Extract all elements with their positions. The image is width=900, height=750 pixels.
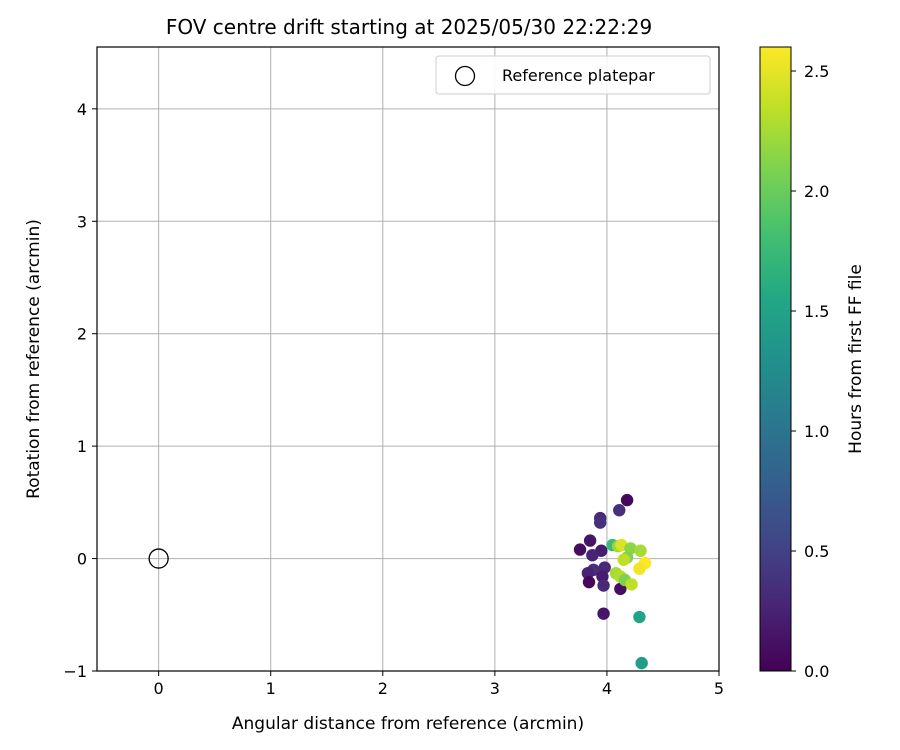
plot-frame [96,46,720,672]
y-tick-label-0: −1 [63,662,87,681]
x-tick-label-1: 1 [266,679,276,698]
data-point-30 [635,656,648,670]
legend-box [435,55,711,95]
data-point-10 [581,566,595,580]
data-point-22 [617,553,630,566]
y-axis-ticks: −1 0 1 2 3 4 [63,100,97,681]
y-tick-label-4: 3 [77,212,87,231]
data-point-12 [582,575,596,589]
colorbar-ticks: 0.0 0.5 1.0 1.5 2.0 2.5 [791,62,829,681]
x-axis-ticks: 0 1 2 3 4 5 [154,671,724,698]
y-tick-label-2: 1 [77,437,87,456]
legend: Reference platepar [435,55,711,95]
colorbar-tick-label-1: 0.5 [804,542,829,561]
colorbar-tick-label-0: 0.0 [804,662,829,681]
data-point-0 [620,493,634,507]
data-point-29 [633,610,646,624]
reference-platepar-marker [148,548,169,569]
data-points [573,493,652,670]
colorbar-tick-label-4: 2.0 [804,182,829,201]
data-point-24 [633,562,646,575]
colorbar-gradient [759,46,792,672]
colorbar-label: Hours from first FF file [846,264,866,454]
legend-marker-icon [454,65,476,87]
chart-title: FOV centre drift starting at 2025/05/30 … [166,15,652,39]
data-point-4 [583,534,597,547]
colorbar-tick-label-2: 1.0 [804,422,829,441]
x-axis-label: Angular distance from reference (arcmin) [232,714,584,734]
colorbar-tick-label-5: 2.5 [804,62,829,81]
data-point-11 [596,570,609,583]
data-point-6 [573,543,587,556]
reference-marker-group [148,548,169,569]
x-tick-label-4: 4 [602,679,612,698]
legend-label: Reference platepar [502,66,655,85]
data-point-15 [597,607,610,620]
colorbar-tick-label-3: 1.5 [804,302,829,321]
y-tick-label-3: 2 [77,325,87,344]
data-point-7 [586,548,599,562]
data-point-28 [625,578,638,591]
colorbar: 0.0 0.5 1.0 1.5 2.0 2.5 Hours from first FF f… [759,46,866,681]
x-tick-label-0: 0 [154,679,164,698]
data-point-13 [597,579,610,592]
x-tick-label-3: 3 [490,679,500,698]
x-tick-label-2: 2 [378,679,388,698]
x-tick-label-5: 5 [714,679,724,698]
y-tick-label-5: 4 [77,100,87,119]
data-point-3 [594,516,607,529]
data-point-1 [613,504,626,517]
data-point-20 [634,544,647,557]
y-axis-label: Rotation from reference (arcmin) [24,219,44,499]
y-tick-label-1: 0 [77,550,87,569]
